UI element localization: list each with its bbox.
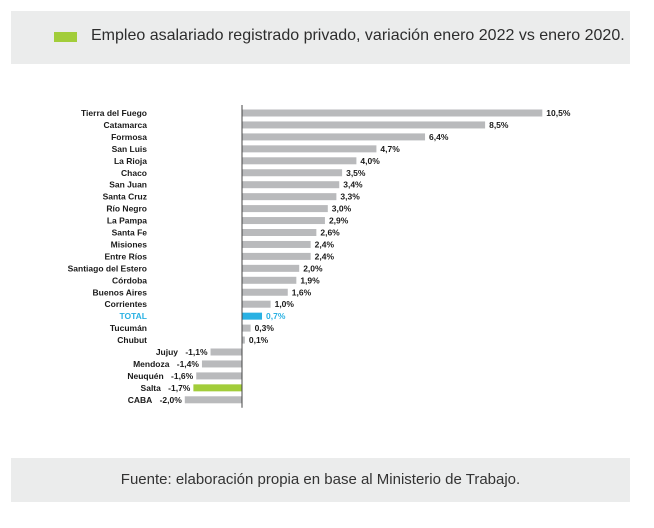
value-label: 2,9% — [329, 216, 349, 226]
category-label: CABA — [128, 395, 153, 405]
category-label: Catamarca — [104, 120, 148, 130]
bar — [242, 229, 317, 236]
category-label: Neuquén — [127, 371, 163, 381]
value-label: 8,5% — [489, 120, 509, 130]
category-label: Jujuy — [156, 347, 178, 357]
value-label: -1,7% — [168, 383, 191, 393]
category-label: Córdoba — [112, 275, 147, 285]
legend-swatch — [54, 32, 77, 42]
value-label: -2,0% — [160, 395, 183, 405]
category-label: Misiones — [111, 239, 148, 249]
value-label: 0,3% — [255, 323, 275, 333]
value-label: -1,1% — [185, 347, 208, 357]
category-label: Santa Cruz — [103, 192, 147, 202]
bar — [242, 264, 300, 272]
category-label: La Pampa — [107, 216, 147, 226]
category-label: Corrientes — [104, 299, 147, 309]
category-label: Entre Ríos — [104, 251, 147, 261]
category-label: Formosa — [111, 132, 147, 142]
value-label: 0,1% — [249, 335, 269, 345]
category-label: Chaco — [121, 168, 147, 178]
bar — [242, 312, 263, 320]
bar — [242, 157, 357, 165]
bar — [242, 133, 426, 141]
bar — [193, 384, 242, 392]
value-label: 3,5% — [346, 168, 366, 178]
bar — [242, 109, 543, 117]
bar — [210, 348, 242, 356]
bar — [242, 169, 343, 177]
category-label: Santa Fe — [112, 228, 148, 238]
value-label: 0,7% — [266, 311, 286, 321]
category-label: Río Negro — [106, 204, 147, 214]
category-label: Salta — [141, 383, 162, 393]
category-label: TOTAL — [119, 311, 147, 321]
chart-footer: Fuente: elaboración propia en base al Mi… — [11, 458, 630, 502]
chart-header: Empleo asalariado registrado privado, va… — [11, 11, 630, 64]
bar-chart: Tierra del Fuego 10,5% Catamarca 8,5% Formos… — [68, 105, 571, 408]
bar — [242, 205, 328, 213]
value-label: 2,4% — [315, 239, 335, 249]
value-label: 1,6% — [292, 287, 312, 297]
bar — [242, 300, 271, 308]
bar — [242, 288, 288, 296]
bar — [184, 396, 242, 404]
bar — [242, 252, 311, 260]
value-label: 2,6% — [320, 228, 340, 238]
value-label: -1,4% — [177, 359, 200, 369]
value-label: 4,7% — [380, 144, 400, 154]
category-label: Mendoza — [133, 359, 170, 369]
value-label: 1,9% — [300, 275, 320, 285]
value-label: 4,0% — [360, 156, 380, 166]
category-label: Tierra del Fuego — [81, 108, 147, 118]
source-note: Fuente: elaboración propia en base al Mi… — [120, 471, 521, 488]
bar — [242, 240, 311, 248]
value-label: 10,5% — [546, 108, 571, 118]
value-label: 2,4% — [315, 251, 335, 261]
value-label: 2,0% — [303, 263, 323, 273]
category-label: Tucumán — [110, 323, 147, 333]
value-label: 3,4% — [343, 180, 363, 190]
value-label: 1,0% — [275, 299, 295, 309]
bar — [242, 336, 245, 344]
category-label: San Juan — [109, 180, 147, 190]
value-label: 6,4% — [429, 132, 449, 142]
category-label: Buenos Aires — [93, 287, 148, 297]
bar — [242, 181, 340, 189]
bar — [242, 276, 297, 284]
bar — [242, 217, 325, 225]
legend-label: Empleo asalariado registrado privado, va… — [91, 27, 625, 44]
category-label: La Rioja — [114, 156, 147, 166]
value-label: 3,3% — [340, 192, 360, 202]
bar — [242, 145, 377, 153]
bar — [242, 121, 486, 129]
category-label: Santiago del Estero — [68, 263, 147, 273]
category-label: San Luis — [112, 144, 148, 154]
bar — [196, 372, 242, 380]
value-label: 3,0% — [332, 204, 352, 214]
bar — [242, 193, 337, 201]
bar — [201, 360, 242, 368]
bar — [242, 324, 251, 332]
value-label: -1,6% — [171, 371, 194, 381]
category-label: Chubut — [117, 335, 147, 345]
chart-area: Tierra del Fuego 10,5% Catamarca 8,5% Formos… — [11, 64, 630, 458]
